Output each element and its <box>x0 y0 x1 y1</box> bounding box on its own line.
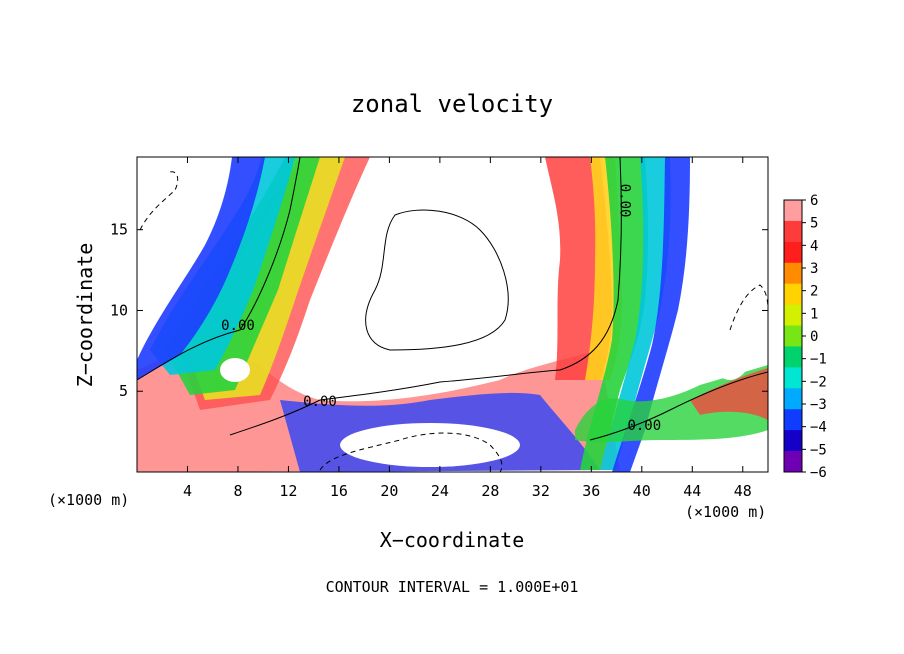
x-axis-label: X−coordinate <box>380 528 525 552</box>
colorbar-tick-label: 2 <box>810 284 818 300</box>
colorbar-tick-label: −6 <box>810 465 827 481</box>
x-tick-label: 16 <box>330 482 348 500</box>
x-axis-unit-label: (×1000 m) <box>48 491 129 509</box>
colorbar-tick-label: −4 <box>810 420 827 436</box>
colorbar-swatch <box>784 367 802 389</box>
colorbar-swatch <box>784 451 802 473</box>
x-tick-label: 44 <box>683 482 701 500</box>
x-tick-label: 8 <box>233 482 242 500</box>
x-axis-unit-label-right: (×1000 m) <box>685 503 766 521</box>
colorbar-tick-label: 0 <box>810 329 818 345</box>
y-tick-label: 15 <box>110 221 128 239</box>
chart-title: zonal velocity <box>351 90 553 118</box>
field-blank-right <box>690 160 768 380</box>
colorbar-tick-label: −3 <box>810 397 827 413</box>
colorbar-tick-label: 5 <box>810 216 818 232</box>
contour-label: 0.00 <box>616 184 632 218</box>
velocity-field <box>137 157 768 472</box>
colorbar-tick-label: 4 <box>810 238 818 254</box>
colorbar-swatch <box>784 409 802 431</box>
contour-line-upper-center <box>365 209 509 351</box>
colorbar-tick-label: −5 <box>810 442 827 458</box>
x-tick-label: 20 <box>380 482 398 500</box>
x-tick-label: 40 <box>633 482 651 500</box>
contour-label: 0.00 <box>221 318 255 334</box>
x-axis-ticks: 4 8 12 16 20 24 28 32 36 40 44 48 <box>183 157 752 500</box>
contour-label: 0.00 <box>627 418 661 434</box>
colorbar-swatch <box>784 388 802 410</box>
y-tick-label: 10 <box>110 301 128 319</box>
y-axis-label: Z−coordinate <box>73 243 97 388</box>
colorbar-tick-label: 1 <box>810 306 818 322</box>
plot-frame <box>136 156 769 473</box>
colorbar-swatch <box>784 200 802 222</box>
field-blank-left-small <box>220 358 250 382</box>
field-blank-upper-left <box>137 157 188 290</box>
field-blank-lower-center <box>340 423 520 467</box>
contour-labels: 0.00 0.00 0.00 0.00 <box>221 184 661 434</box>
colorbar-swatch <box>784 283 802 306</box>
contour-line-center <box>229 157 622 436</box>
field-band-right-cyan <box>600 157 671 470</box>
x-tick-label: 12 <box>279 482 297 500</box>
contour-line-lower-right <box>589 371 768 441</box>
contour-line-dashed-right <box>729 284 768 331</box>
x-tick-label: 48 <box>734 482 752 500</box>
colorbar-tick-label: 3 <box>810 261 818 277</box>
colorbar-swatch <box>784 241 802 264</box>
field-blank-upper-center <box>375 157 535 345</box>
x-tick-label: 4 <box>183 482 192 500</box>
contour-interval-footer: CONTOUR INTERVAL = 1.000E+01 <box>326 578 579 596</box>
x-tick-label: 28 <box>481 482 499 500</box>
field-band-right-blue <box>612 157 690 472</box>
field-band-left-blue <box>137 157 265 380</box>
field-band-right-green <box>580 157 649 470</box>
contour-line-dashed-bottom <box>319 432 503 472</box>
colorbar-swatch <box>784 325 802 347</box>
contour-line-left <box>137 157 301 381</box>
x-tick-label: 32 <box>532 482 550 500</box>
colorbar-tick-label: −2 <box>810 374 827 390</box>
colorbar-swatch <box>784 304 802 327</box>
y-tick-label: 5 <box>119 382 128 400</box>
colorbar-tick-label: −1 <box>810 352 827 368</box>
contour-label: 0.00 <box>303 394 337 410</box>
colorbar: 6 5 4 3 2 1 0 −1 −2 −3 −4 −5 −6 <box>783 193 827 481</box>
x-tick-label: 24 <box>431 482 449 500</box>
colorbar-tick-label: 6 <box>810 193 818 209</box>
field-region-lower-right-red <box>690 368 768 420</box>
colorbar-swatch <box>784 220 802 243</box>
colorbar-swatch <box>784 430 802 452</box>
colorbar-swatch <box>784 346 802 368</box>
y-axis-ticks: 5 10 15 <box>110 221 768 400</box>
field-region-lower-right <box>575 365 768 443</box>
x-tick-label: 36 <box>582 482 600 500</box>
colorbar-swatch <box>784 262 802 285</box>
